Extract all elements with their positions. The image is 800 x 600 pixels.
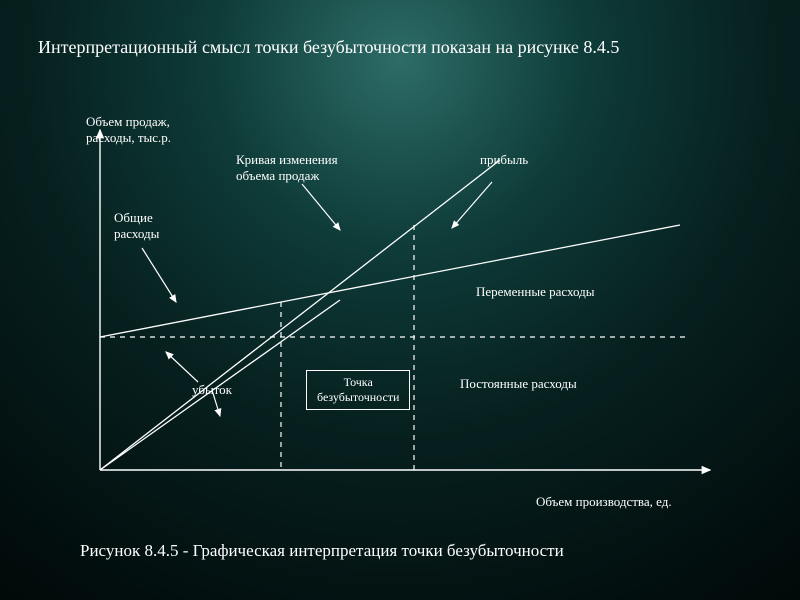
x-axis-label: Объем производства, ед.	[536, 494, 672, 510]
profit-label: прибыль	[480, 152, 528, 168]
variable-costs-label: Переменные расходы	[476, 284, 594, 300]
profit-pointer	[452, 182, 492, 228]
axes	[100, 130, 710, 470]
sales-curve-pointer	[302, 184, 340, 230]
bep-box-label: Точка безубыточности	[306, 370, 410, 410]
sales-curve-label: Кривая изменения объема продаж	[236, 152, 338, 185]
total-costs-label: Общие расходы	[114, 210, 159, 243]
variable-costs-line	[100, 225, 680, 337]
loss-label: убыток	[192, 382, 232, 398]
sales-curve-line	[100, 160, 500, 470]
y-axis-label: Объем продаж, расходы, тыс.р.	[86, 114, 171, 147]
loss-pointer-up	[166, 352, 198, 382]
slide: Интерпретационный смысл точки безубыточн…	[0, 0, 800, 600]
fixed-costs-label: Постоянные расходы	[460, 376, 577, 392]
breakeven-chart	[0, 0, 800, 600]
figure-caption: Рисунок 8.4.5 - Графическая интерпретаци…	[80, 540, 564, 561]
total-costs-pointer	[142, 248, 176, 302]
